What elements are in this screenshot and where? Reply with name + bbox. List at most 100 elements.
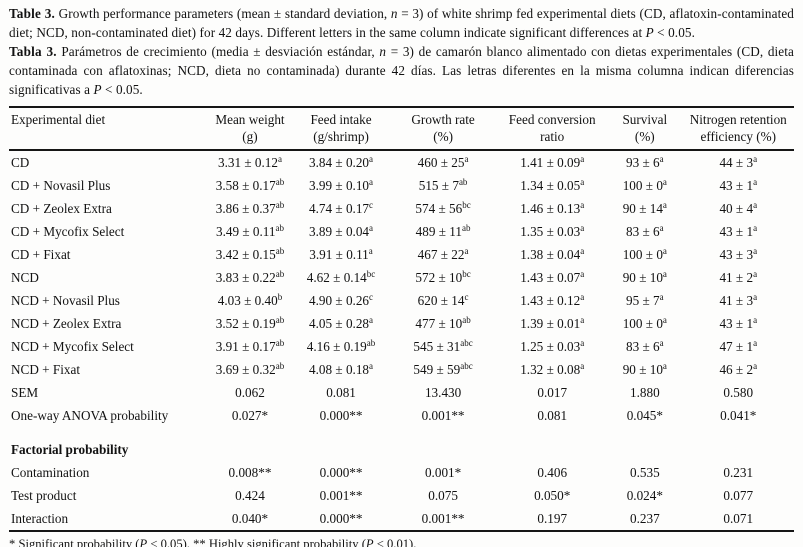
significance-letter: a (580, 314, 585, 325)
table-cell: 489 ± 11ab (415, 222, 471, 239)
text-segment: < 0.05. (101, 82, 143, 97)
table-cell: 0.081 (537, 407, 568, 423)
table-body: CD 3.31 ± 0.12a 3.84 ± 0.20a 460 ± 25a 1.41 … (9, 150, 794, 531)
significance-letter: a (580, 360, 585, 371)
significance-letter: a (659, 291, 664, 302)
table-cell: 40 ± 4a (719, 199, 758, 216)
text-segment: P (93, 82, 102, 97)
row-label: NCD + Novasil Plus (11, 292, 120, 308)
significance-letter: c (369, 291, 374, 302)
significance-letter: ab (461, 222, 471, 233)
significance-letter: a (753, 153, 758, 164)
row-label: CD + Zeolex Extra (11, 200, 112, 216)
table-cell: 3.86 ± 0.37ab (215, 199, 285, 216)
text-segment: < 0.01). (373, 537, 417, 547)
table-cell: 3.52 ± 0.19ab (215, 314, 285, 331)
table-cell: 0.062 (235, 384, 265, 400)
significance-letter: abc (460, 337, 473, 348)
table-row: SEM 0.062 0.081 13.430 0.017 1.880 0.580 (9, 381, 794, 404)
significance-letter: ab (366, 337, 376, 348)
table-cell: 0.077 (723, 487, 754, 503)
text-segment: n (379, 44, 387, 59)
text-segment: * Significant probability ( (9, 537, 140, 547)
column-header: Experimental diet (11, 112, 106, 127)
table-cell: 4.16 ± 0.19ab (306, 337, 376, 354)
table-cell: 1.46 ± 0.13a (520, 199, 585, 216)
table-cell: 100 ± 0a (622, 176, 667, 193)
table-cell: 0.001** (421, 510, 465, 526)
table-cell: 43 ± 1a (719, 314, 758, 331)
text-segment: Growth performance parameters (mean ± st… (55, 6, 391, 21)
significance-letter: ab (275, 222, 284, 233)
caption-english: Table 3. Growth performance parameters (… (9, 4, 794, 42)
significance-letter: ab (275, 245, 285, 256)
table-cell: 4.74 ± 0.17c (309, 199, 374, 216)
text-segment: = 3) de camarón blanco alimentado con di… (9, 44, 794, 97)
row-label: NCD + Fixat (11, 361, 80, 377)
table-row: Interaction 0.040* 0.000** 0.001** 0.197 0.23… (9, 507, 794, 531)
table-cell: 3.99 ± 0.10a (309, 176, 374, 193)
table-cell: 90 ± 14a (622, 199, 667, 216)
table-cell: 0.081 (326, 384, 356, 400)
text-segment: P (645, 25, 654, 40)
significance-letter: a (369, 360, 374, 371)
significance-letter: ab (458, 176, 468, 187)
table-cell: 0.197 (537, 510, 568, 526)
table-row: CD + Mycofix Select 3.49 ± 0.11ab 3.89 ± 0… (9, 220, 794, 243)
table-cell: 83 ± 6a (626, 222, 664, 239)
table-row: One-way ANOVA probability 0.027* 0.000** 0.… (9, 404, 794, 427)
table-row: NCD + Fixat 3.69 ± 0.32ab 4.08 ± 0.18a 549 … (9, 358, 794, 381)
column-header: Feed intake (g/shrimp) (310, 112, 372, 144)
table-cell: 0.027* (231, 407, 269, 423)
significance-letter: a (464, 153, 469, 164)
table-cell: 83 ± 6a (626, 337, 664, 354)
table-row: CD + Novasil Plus 3.58 ± 0.17ab 3.99 ± 0.1… (9, 174, 794, 197)
table-cell: 3.83 ± 0.22ab (215, 268, 285, 285)
text-segment: Table 3. (9, 6, 56, 21)
table-cell: 3.69 ± 0.32ab (215, 360, 285, 377)
table-cell: 4.03 ± 0.40b (217, 291, 283, 308)
table-cell: 0.424 (235, 487, 265, 503)
table-cell: 620 ± 14c (417, 291, 469, 308)
table-row: NCD 3.83 ± 0.22ab 4.62 ± 0.14bc 572 ± 10bc 1… (9, 266, 794, 289)
table-cell: 1.43 ± 0.12a (520, 291, 585, 308)
significance-letter: a (580, 176, 585, 187)
table-row: Contamination 0.008** 0.000** 0.001* 0.406 0.… (9, 461, 794, 484)
caption-spanish: Tabla 3. Parámetros de crecimiento (medi… (9, 42, 794, 99)
text-segment: Tabla 3. (9, 44, 57, 59)
table-cell: 100 ± 0a (622, 314, 667, 331)
significance-letter: a (368, 245, 373, 256)
footnote: * Significant probability (P < 0.05). **… (9, 535, 794, 547)
table-cell: 0.071 (723, 510, 754, 526)
significance-letter: a (580, 153, 585, 164)
table-cell: 4.08 ± 0.18a (309, 360, 374, 377)
table-cell: 3.49 ± 0.11ab (215, 222, 284, 239)
table-cell: 4.05 ± 0.28a (309, 314, 374, 331)
significance-letter: a (662, 245, 667, 256)
significance-letter: a (662, 360, 667, 371)
row-label: CD + Novasil Plus (11, 177, 111, 193)
table-cell: 3.91 ± 0.11a (309, 245, 373, 262)
significance-letter: a (580, 268, 585, 279)
significance-letter: ab (275, 199, 285, 210)
table-cell: 1.32 ± 0.08a (520, 360, 585, 377)
significance-letter: ab (275, 360, 285, 371)
table-row: CD 3.31 ± 0.12a 3.84 ± 0.20a 460 ± 25a 1.41 … (9, 150, 794, 174)
text-segment: n (390, 6, 398, 21)
significance-letter: a (369, 176, 374, 187)
table-cell: 477 ± 10ab (415, 314, 471, 331)
text-segment: Parámetros de crecimiento (media ± desvi… (56, 44, 380, 59)
table-cell: 3.58 ± 0.17ab (215, 176, 285, 193)
table-cell: 3.84 ± 0.20a (309, 153, 374, 170)
table-cell: 0.041* (720, 407, 757, 423)
row-label: NCD + Mycofix Select (11, 338, 134, 354)
spacer-row (9, 427, 794, 438)
significance-letter: c (464, 291, 469, 302)
significance-letter: a (753, 268, 758, 279)
table-cell: 44 ± 3a (719, 153, 758, 170)
table-cell: 13.430 (424, 384, 462, 400)
significance-letter: bc (462, 199, 471, 210)
significance-letter: b (277, 291, 283, 302)
section-header-row: Factorial probability (9, 438, 794, 461)
